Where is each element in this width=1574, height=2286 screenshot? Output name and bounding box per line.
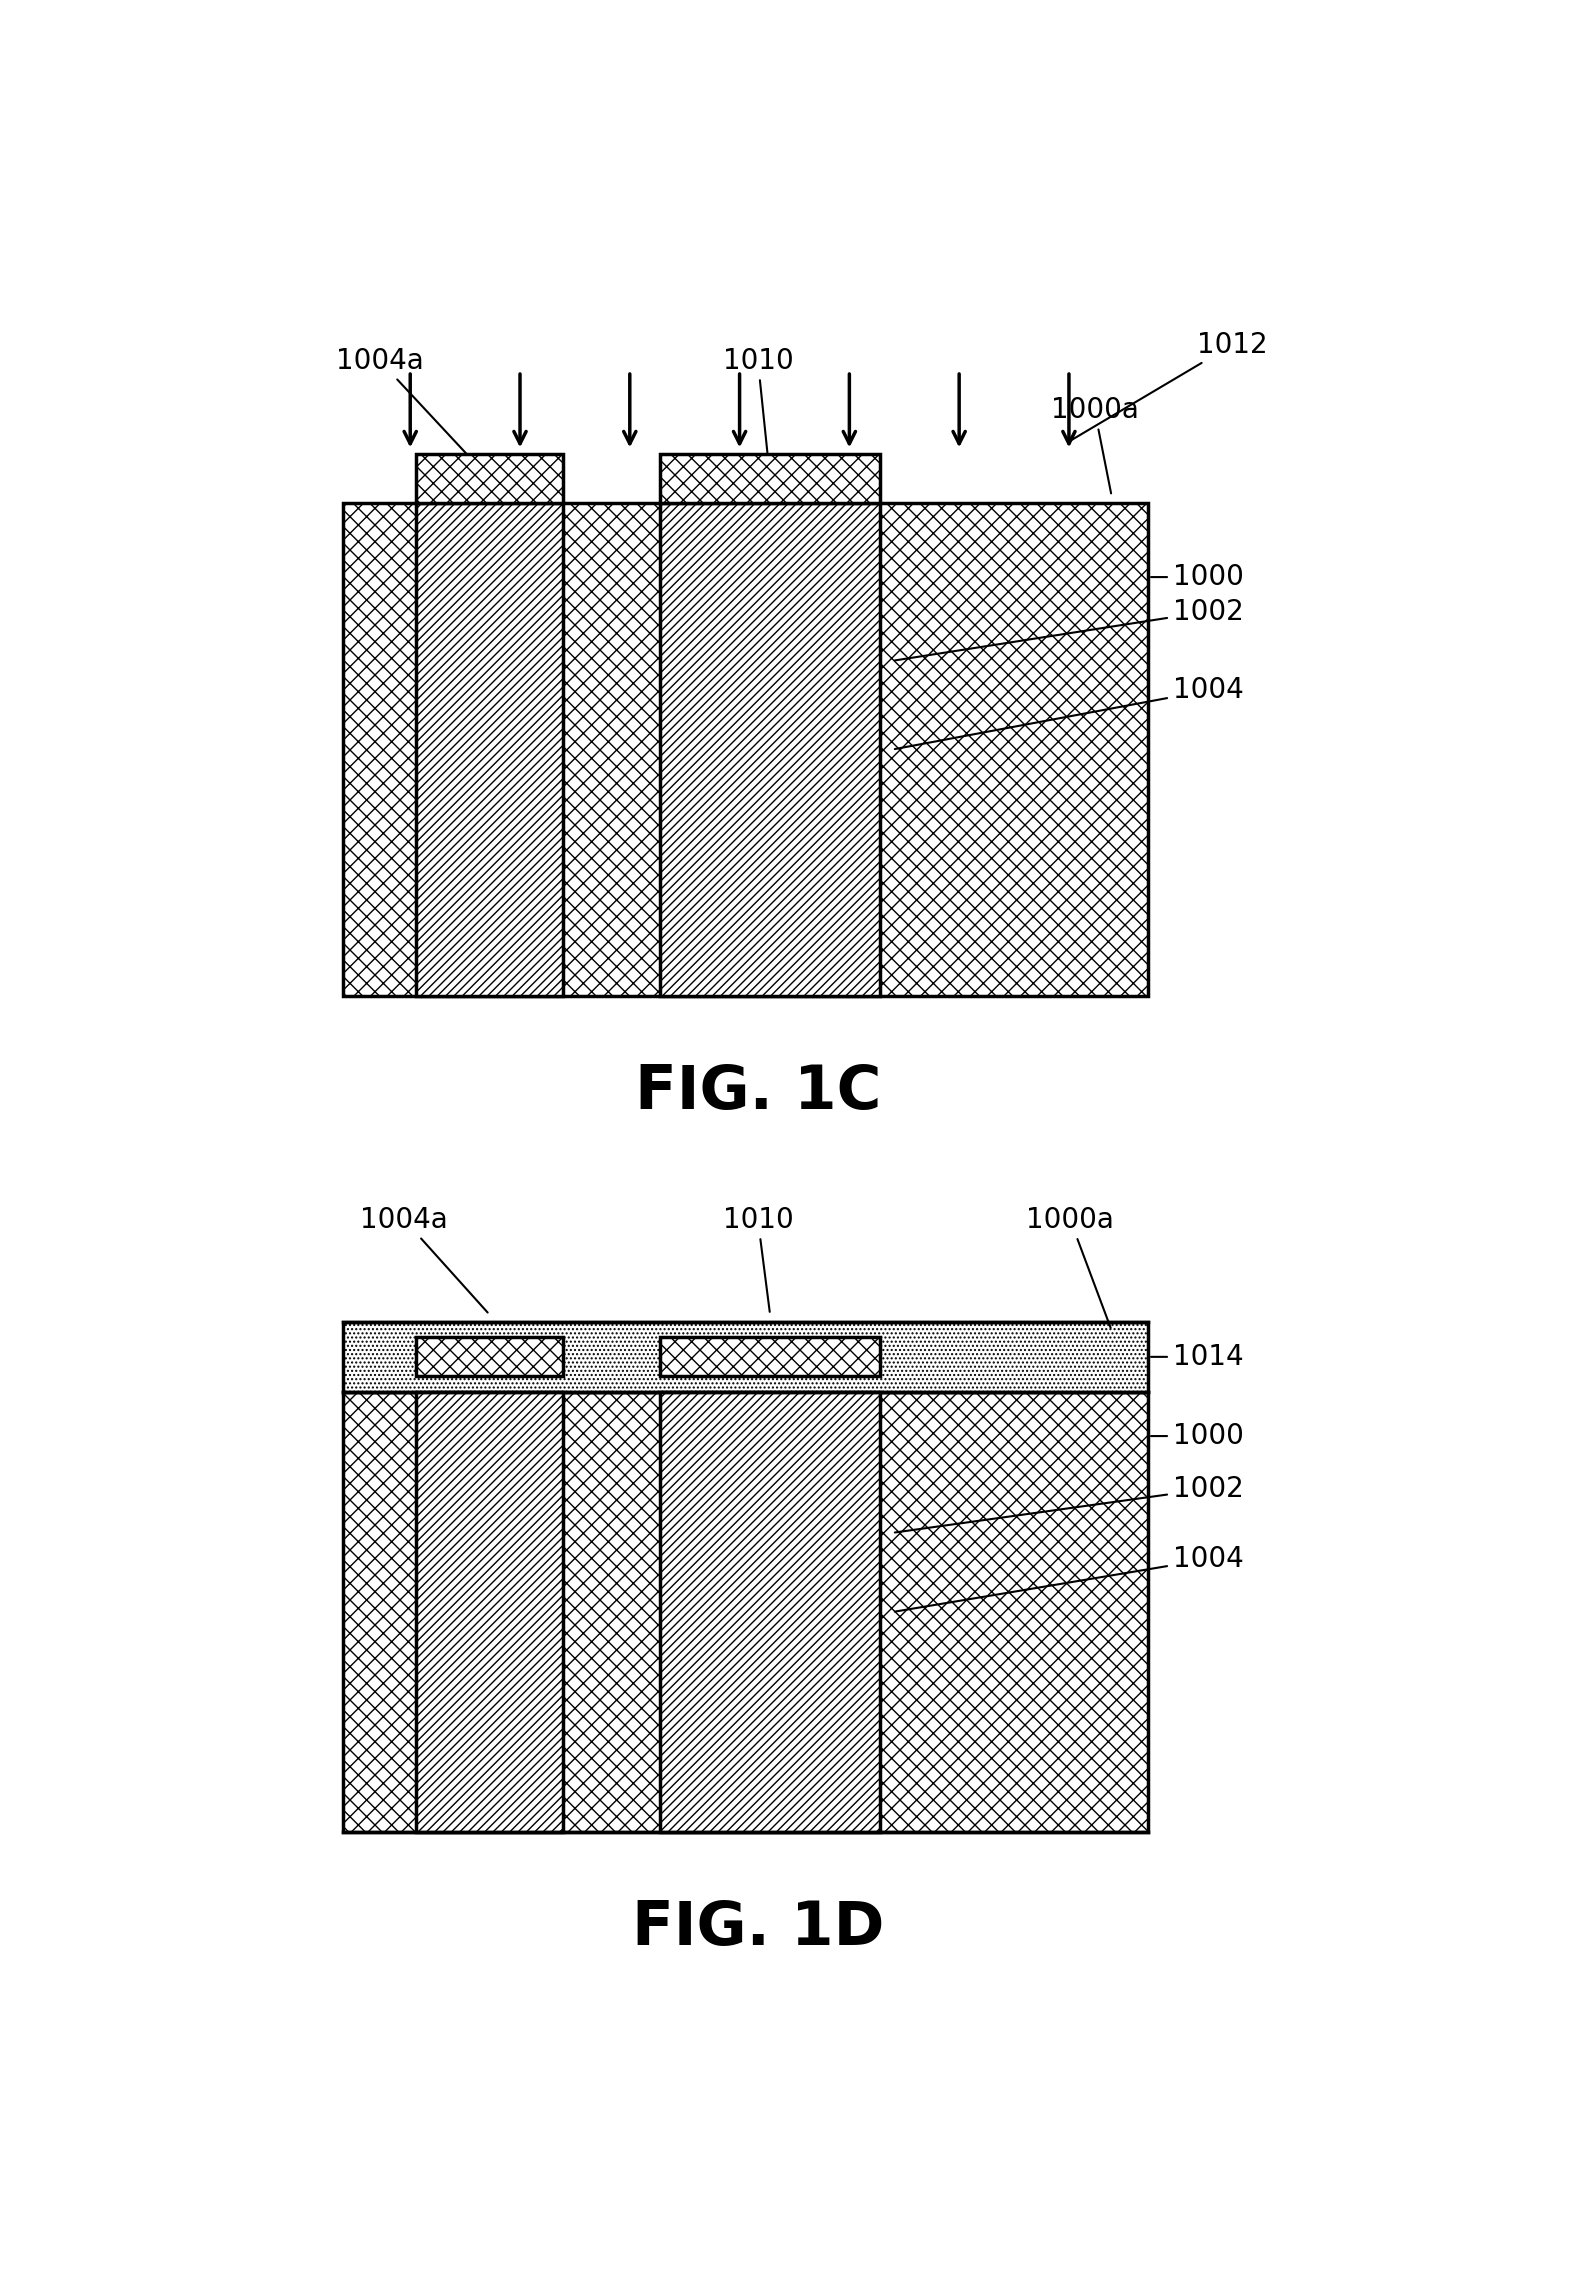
Text: 1010: 1010 <box>722 347 793 475</box>
Text: 1004: 1004 <box>894 677 1243 750</box>
Text: 1004a: 1004a <box>360 1205 488 1312</box>
Text: 1000: 1000 <box>1151 1422 1243 1449</box>
Bar <box>661 1337 880 1376</box>
Bar <box>661 455 880 503</box>
Text: 1014: 1014 <box>1151 1342 1243 1372</box>
Text: 1000a: 1000a <box>1051 395 1138 494</box>
Bar <box>343 503 1149 997</box>
Text: 1002: 1002 <box>894 597 1243 661</box>
Bar <box>661 503 880 997</box>
Bar <box>416 503 563 997</box>
Text: 1010: 1010 <box>722 1205 793 1312</box>
Bar <box>343 1392 1149 1831</box>
Text: 1002: 1002 <box>894 1474 1243 1532</box>
Text: 1012: 1012 <box>1072 331 1267 441</box>
Bar <box>416 1337 563 1376</box>
Text: 1000: 1000 <box>1151 562 1243 592</box>
Bar <box>416 1392 563 1831</box>
Bar <box>343 1321 1149 1392</box>
Text: 1004: 1004 <box>894 1545 1243 1612</box>
Text: 1000a: 1000a <box>1026 1205 1114 1328</box>
Bar <box>416 455 563 503</box>
Bar <box>661 1392 880 1831</box>
Text: FIG. 1D: FIG. 1D <box>631 1900 885 1959</box>
Text: 1004a: 1004a <box>335 347 488 475</box>
Text: FIG. 1C: FIG. 1C <box>634 1063 881 1122</box>
